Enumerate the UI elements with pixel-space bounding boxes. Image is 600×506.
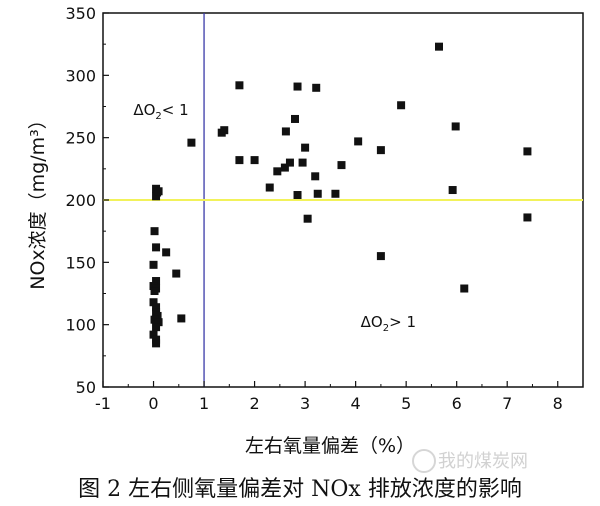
data-point (354, 137, 363, 146)
data-point (150, 315, 159, 324)
y-tick-label: 350 (65, 4, 96, 23)
y-axis-title: NOx浓度（mg/m³） (27, 110, 49, 290)
y-tick-label: 250 (65, 129, 96, 148)
data-point (293, 82, 302, 91)
watermark-text: 我的煤炭网 (438, 451, 528, 472)
data-point (220, 126, 229, 135)
data-point (149, 298, 158, 307)
data-point (154, 318, 163, 327)
data-point (265, 183, 274, 192)
data-point (523, 147, 532, 156)
data-point (149, 330, 158, 339)
data-point (235, 81, 244, 90)
data-point (448, 186, 457, 195)
data-point (273, 167, 282, 176)
data-point (250, 156, 259, 165)
data-point (301, 143, 310, 152)
x-tick-label: 6 (452, 394, 462, 413)
x-tick-label: 0 (148, 394, 158, 413)
data-point (177, 314, 186, 323)
data-point (291, 114, 299, 123)
y-tick-label: 150 (65, 253, 96, 272)
y-tick-label: 300 (65, 66, 96, 85)
annotation-gt: ΔO2> 1 (361, 313, 416, 334)
x-tick-label: 5 (401, 394, 411, 413)
x-tick-label: 7 (502, 394, 512, 413)
data-point (280, 163, 289, 172)
data-point (311, 172, 320, 181)
plot-area: -1 0 1 2 3 4 5 6 7 8 50 100 150 200 250 300 350 ΔO2< 1 ΔO2… (65, 4, 584, 413)
y-tick-label: 200 (65, 191, 96, 210)
y-tick-label: 100 (65, 316, 96, 335)
data-point (298, 158, 307, 167)
data-point (460, 284, 469, 293)
x-axis-title: 左右氧量偏差（%） (245, 435, 415, 457)
data-point (235, 156, 244, 165)
y-tick-label: 50 (76, 378, 96, 397)
data-point (376, 146, 385, 155)
data-point (285, 158, 294, 167)
data-point (451, 122, 460, 131)
x-tick-label: 3 (300, 394, 310, 413)
data-point (152, 339, 161, 348)
data-point (376, 252, 385, 261)
data-point (312, 83, 321, 92)
figure-caption: 图 2 左右侧氧量偏差对 NOx 排放浓度的影响 (78, 477, 522, 502)
data-point (152, 323, 161, 332)
data-point (172, 269, 181, 278)
data-point (313, 189, 322, 198)
data-point (303, 214, 312, 223)
x-tick-label: -1 (95, 394, 111, 413)
data-point (152, 192, 161, 201)
data-point (397, 101, 406, 110)
x-tick-label: 1 (199, 394, 209, 413)
data-point (162, 248, 171, 257)
data-point (152, 303, 161, 312)
data-point (152, 277, 161, 286)
data-point (187, 138, 196, 147)
annotation-lt: ΔO2< 1 (133, 101, 188, 122)
data-point (281, 127, 290, 136)
data-point (150, 287, 159, 296)
data-point (523, 213, 532, 222)
data-point (337, 161, 346, 170)
x-tick-label: 2 (249, 394, 259, 413)
data-point (150, 227, 159, 236)
data-point (152, 243, 161, 252)
data-point (149, 260, 158, 269)
data-point (331, 189, 340, 198)
watermark: 我的煤炭网 (412, 449, 528, 473)
x-tick-label: 8 (553, 394, 563, 413)
data-point (154, 187, 163, 196)
data-point (293, 191, 302, 200)
x-tick-label: 4 (351, 394, 361, 413)
data-point (435, 42, 443, 51)
